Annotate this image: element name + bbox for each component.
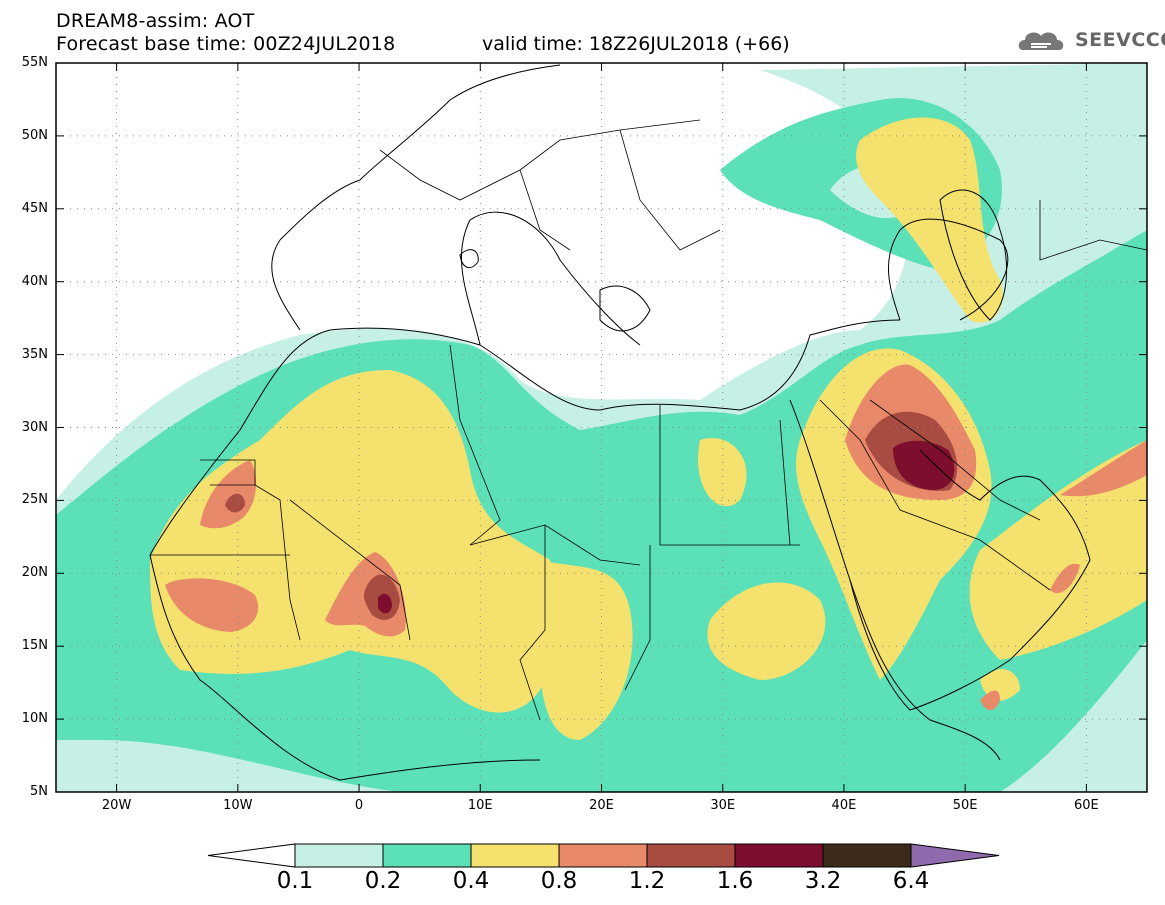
lon-label: 0: [354, 798, 364, 813]
logo-text: SEEVCCC: [1075, 29, 1165, 51]
colorbar-label: 0.1: [276, 868, 314, 894]
aot-contour-08: [165, 578, 259, 632]
map-gridlines: [56, 63, 1147, 792]
lon-label: 20E: [589, 798, 614, 813]
colorbar-swatch: [734, 843, 824, 868]
lon-label: 10E: [467, 798, 493, 813]
colorbar-label: 3.2: [804, 868, 842, 894]
lat-label: 15N: [21, 638, 48, 654]
coastlines: [149, 64, 1091, 781]
colorbar-label: 6.4: [892, 868, 930, 894]
valid-time: valid time: 18Z26JUL2018 (+66): [482, 33, 790, 55]
aot-contour-16: [893, 440, 955, 490]
lon-label: 20W: [101, 798, 132, 813]
lon-label: 60E: [1073, 798, 1099, 813]
colorbar-lower-arrow: [207, 843, 296, 868]
colorbar: [207, 843, 1000, 868]
colorbar-swatch: [646, 843, 736, 868]
lat-label: 20N: [21, 565, 48, 581]
colorbar-label: 1.2: [628, 868, 666, 894]
lat-label: 30N: [21, 419, 48, 435]
lat-label: 5N: [30, 784, 48, 799]
lat-label: 25N: [21, 492, 48, 508]
lon-label: 30E: [710, 798, 736, 813]
colorbar-swatch: [294, 843, 384, 868]
lat-label: 50N: [21, 127, 48, 143]
lon-label: 50E: [952, 798, 978, 813]
lon-label: 40E: [831, 798, 857, 813]
forecast-base-time: Forecast base time: 00Z24JUL2018: [56, 33, 396, 55]
axis-ticks: [56, 62, 1147, 793]
colorbar-label: 0.4: [452, 868, 490, 894]
cloud-logo-icon: [1018, 32, 1064, 50]
colorbar-label: 0.2: [364, 868, 402, 894]
colorbar-swatch: [822, 843, 912, 868]
lat-label: 55N: [21, 55, 48, 70]
map-title: DREAM8-assim: AOT: [56, 10, 255, 32]
country-borders: [150, 119, 1147, 721]
colorbar-swatch: [470, 843, 560, 868]
lat-label: 35N: [21, 346, 48, 362]
colorbar-upper-arrow: [910, 843, 1000, 868]
colorbar-swatch: [558, 843, 648, 868]
lat-label: 45N: [21, 200, 48, 216]
lat-label: 10N: [21, 711, 48, 727]
colorbar-label: 1.6: [716, 868, 754, 894]
aot-contour-04: [150, 370, 557, 713]
lon-label: 10W: [223, 798, 253, 813]
lat-label: 40N: [21, 273, 48, 289]
colorbar-label: 0.8: [540, 868, 578, 894]
colorbar-swatch: [382, 843, 472, 868]
